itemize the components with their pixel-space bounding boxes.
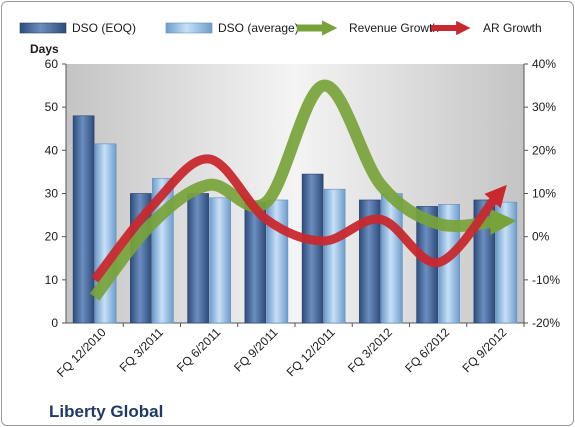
y-left-tick-label: 60 xyxy=(45,57,59,71)
y-left-tick-label: 40 xyxy=(45,143,59,157)
bar-dso-average xyxy=(209,197,231,324)
y-left-tick-label: 50 xyxy=(45,100,59,114)
bar-dso-eoq xyxy=(187,193,209,324)
bar-dso-average xyxy=(381,193,403,324)
x-tick-label: FQ 3/2011 xyxy=(117,325,167,375)
line-ar-growth xyxy=(91,154,507,283)
y-right-tick-label: 30% xyxy=(532,100,556,114)
bar-dso-average xyxy=(495,201,518,324)
legend-label: DSO (EOQ) xyxy=(72,21,136,35)
x-tick-label: FQ 9/2011 xyxy=(231,325,281,375)
y-right-tick-label: -20% xyxy=(532,316,560,330)
legend-label: Revenue Growth xyxy=(349,21,439,35)
x-tick-label: FQ 6/2011 xyxy=(174,325,224,375)
y-left-tick-label: 10 xyxy=(45,273,59,287)
y-left-tick-label: 30 xyxy=(45,187,59,201)
legend-swatch xyxy=(19,22,67,34)
lines-group xyxy=(89,79,517,301)
bar-dso-eoq xyxy=(72,115,95,324)
bar-dso-eoq xyxy=(359,199,381,324)
legend-label: DSO (average) xyxy=(218,21,299,35)
y-right-tick-label: -10% xyxy=(532,273,560,287)
legend-label: AR Growth xyxy=(483,21,542,35)
line-revenue-growth xyxy=(89,79,517,301)
company-name: Liberty Global xyxy=(49,402,163,421)
bar-dso-average xyxy=(323,188,346,324)
y-right-tick-label: 20% xyxy=(532,143,556,157)
y-right-tick-label: 40% xyxy=(532,57,556,71)
y-right-tick-label: 10% xyxy=(532,187,556,201)
x-tick-label: FQ 12/2011 xyxy=(284,325,338,379)
legend-swatch xyxy=(165,22,213,34)
bar-dso-eoq xyxy=(301,173,324,324)
x-tick-label: FQ 3/2012 xyxy=(345,325,395,375)
y-left-tick-label: 20 xyxy=(45,230,59,244)
x-tick-label: FQ 6/2012 xyxy=(402,325,452,375)
y-left-tick-label: 0 xyxy=(51,316,58,330)
x-tick-label: FQ 12/2010 xyxy=(54,325,109,380)
x-tick-label: FQ 9/2012 xyxy=(460,325,510,375)
legend: DSO (EOQ) DSO (average) Revenue Growth AR G… xyxy=(19,20,542,36)
y-right-tick-label: 0% xyxy=(532,230,550,244)
y-axis-title: Days xyxy=(30,42,59,56)
bars-group xyxy=(72,115,518,324)
